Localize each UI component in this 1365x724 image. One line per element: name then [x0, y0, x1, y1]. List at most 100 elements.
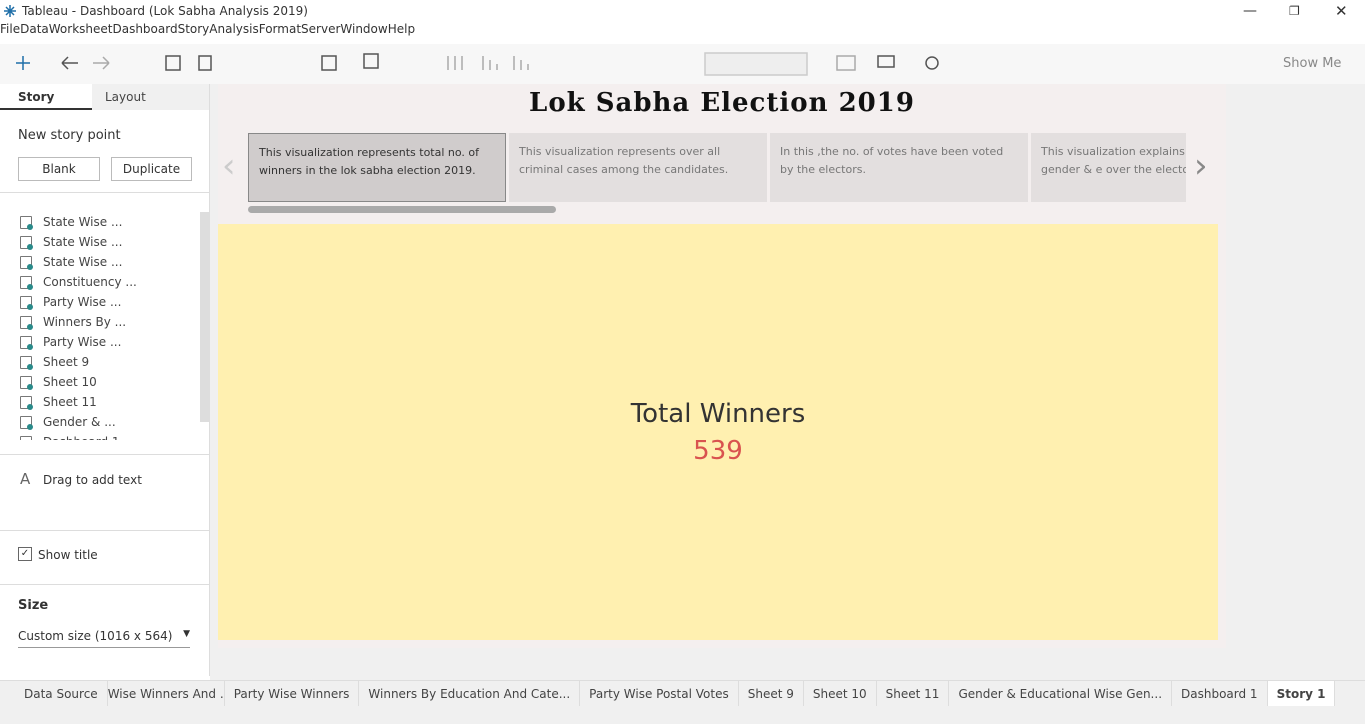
menu-item[interactable]: Dashboard — [112, 22, 178, 36]
sheet-badge — [27, 284, 33, 290]
sheet-icon — [20, 376, 32, 389]
divider — [0, 530, 209, 531]
sheet-item[interactable]: State Wise ... — [43, 215, 123, 229]
menu-item[interactable]: Format — [258, 22, 302, 36]
menu-item[interactable]: Server — [301, 22, 341, 36]
minimize[interactable]: — — [1243, 3, 1257, 19]
sidebar-tab[interactable]: Story — [0, 84, 92, 110]
title-bar: Tableau - Dashboard (Lok Sabha Analysis … — [0, 0, 1365, 22]
kpi-label: Total Winners — [630, 399, 806, 429]
sheet-tab[interactable]: Dashboard 1 — [1172, 681, 1268, 707]
size-dropdown[interactable]: Custom size (1016 x 564) ▼ — [18, 629, 190, 648]
sheet-item[interactable]: State Wise ... — [43, 255, 123, 269]
sheet-badge — [27, 264, 33, 270]
sheet-tab[interactable]: Sheet 11 — [877, 681, 950, 707]
story-point[interactable]: This visualization explains votes based … — [1031, 133, 1186, 202]
sheet-badge — [27, 404, 33, 410]
sheet-item[interactable]: Dashboard 1 — [43, 432, 120, 440]
sheet-icon — [20, 236, 32, 249]
menu-item[interactable]: Data — [20, 22, 49, 36]
status-bar — [0, 706, 1365, 724]
size-heading: Size — [18, 598, 49, 613]
sheet-item[interactable]: Sheet 11 — [43, 395, 97, 409]
sheet-badge — [27, 244, 33, 250]
next-arrow[interactable]: › — [1194, 146, 1208, 186]
sheet-icon — [20, 216, 32, 229]
sheet-icon — [20, 396, 32, 409]
menu-item[interactable]: Analysis — [209, 22, 259, 36]
scrollbar — [200, 212, 209, 422]
sheet-badge — [27, 384, 33, 390]
sidebar: Story Layout New story point Blank Dupli… — [0, 84, 210, 676]
sheet-badge — [27, 224, 33, 230]
sheet-icon — [20, 336, 32, 349]
checkbox[interactable]: ✓ — [18, 547, 32, 561]
sheet-icon — [20, 436, 32, 440]
sheet-tab[interactable]: Wise Winners And ... — [108, 681, 225, 707]
story-points: This visualization represents total no. … — [248, 84, 1186, 214]
sheet-tab[interactable]: Data Source — [0, 681, 108, 707]
divider — [0, 192, 209, 193]
sheet-icon — [20, 276, 32, 289]
story-title: Lok Sabha Election 2019 — [529, 88, 915, 118]
app-icon — [4, 5, 16, 17]
menu-item[interactable]: Window — [340, 22, 388, 36]
sheet-item[interactable]: Constituency ... — [43, 275, 137, 289]
story: Lok Sabha Election 2019 ‹ This visualiza… — [218, 84, 1226, 648]
divider — [0, 584, 209, 585]
close[interactable]: ✕ — [1335, 2, 1348, 20]
restore[interactable]: ❐ — [1289, 4, 1300, 18]
section-heading: New story point — [18, 128, 121, 143]
story-point[interactable]: In this ,the no. of votes have been vote… — [770, 133, 1028, 202]
story-content: Total Winners 539 — [218, 224, 1218, 640]
sheet-item[interactable]: Party Wise ... — [43, 335, 122, 349]
sheet-icon — [20, 316, 32, 329]
sheet-tab[interactable]: Story 1 — [1267, 681, 1336, 707]
sheet-item[interactable]: Gender & ... — [43, 415, 116, 429]
sheet-item[interactable]: Sheet 9 — [43, 355, 90, 369]
toolbar: Show Me — [0, 44, 1365, 84]
drag-text[interactable]: Drag to add text — [43, 473, 142, 487]
sheet-list: State Wise ... State Wise ... State Wise .… — [0, 212, 209, 440]
menu-item[interactable]: Worksheet — [48, 22, 113, 36]
sheet-tabs: Data Source Wise Winners And ... Party Wis… — [0, 680, 1365, 707]
sidebar-tab[interactable]: Layout — [92, 84, 209, 110]
kpi-value: 539 — [693, 436, 743, 466]
size-value: Custom size (1016 x 564) — [18, 629, 173, 643]
show-title: Show title — [38, 548, 98, 562]
sheet-item[interactable]: Winners By ... — [43, 315, 127, 329]
blank-button[interactable]: Blank — [18, 157, 100, 181]
sheet-badge — [27, 424, 33, 430]
sheet-badge — [27, 344, 33, 350]
duplicate-button[interactable]: Duplicate — [111, 157, 192, 181]
menu-item[interactable]: Help — [387, 22, 416, 36]
story-point[interactable]: This visualization represents over all c… — [509, 133, 767, 202]
sheet-tab[interactable]: Party Wise Winners — [225, 681, 360, 707]
window-title: Tableau - Dashboard (Lok Sabha Analysis … — [22, 4, 308, 18]
menu-item[interactable]: Story — [177, 22, 210, 36]
sheet-icon — [20, 256, 32, 269]
prev-arrow[interactable]: ‹ — [222, 146, 236, 186]
sheet-item[interactable]: State Wise ... — [43, 235, 123, 249]
story-point[interactable]: This visualization represents total no. … — [248, 133, 506, 202]
sheet-tab[interactable]: Gender & Educational Wise Gen... — [949, 681, 1173, 707]
sheet-tab[interactable]: Sheet 10 — [804, 681, 877, 707]
sheet-item[interactable]: Party Wise ... — [43, 295, 122, 309]
sheet-badge — [27, 364, 33, 370]
scroll-thumb — [248, 206, 556, 213]
sheet-item[interactable]: Sheet 10 — [43, 375, 97, 389]
toolbar-icons — [16, 52, 939, 76]
sheet-tab[interactable]: Party Wise Postal Votes — [580, 681, 739, 707]
sheet-badge — [27, 324, 33, 330]
menu-bar: File Data Worksheet Dashboard Story Analysis F… — [0, 22, 1365, 44]
sheet-tab[interactable]: Sheet 9 — [739, 681, 804, 707]
sheet-tab[interactable]: Winners By Education And Cate... — [359, 681, 581, 707]
divider — [0, 454, 209, 455]
sheet-icon — [20, 416, 32, 429]
sheet-badge — [27, 304, 33, 310]
menu-item[interactable]: File — [0, 22, 21, 36]
show-me[interactable]: Show Me — [1283, 56, 1342, 71]
sheet-icon — [20, 296, 32, 309]
sheet-icon — [20, 356, 32, 369]
